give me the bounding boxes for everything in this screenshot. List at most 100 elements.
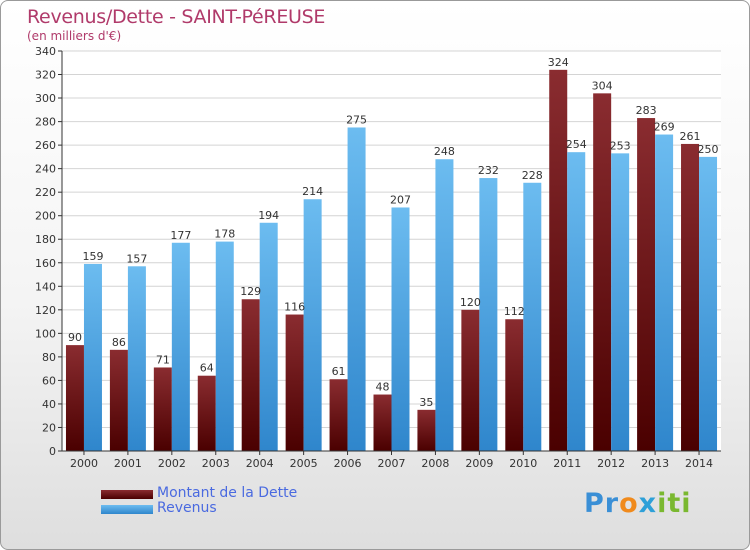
x-tick-label: 2006	[334, 457, 362, 470]
debt-value-label: 64	[200, 362, 214, 375]
y-tick-label: 80	[42, 351, 56, 364]
debt-bar	[241, 299, 260, 451]
debt-value-label: 86	[112, 336, 126, 349]
revenue-bar	[435, 159, 454, 451]
legend-label-debt: Montant de la Dette	[157, 485, 298, 501]
x-tick-label: 2002	[158, 457, 186, 470]
revenue-bar	[83, 263, 102, 451]
debt-value-label: 112	[504, 305, 525, 318]
chart-title: Revenus/Dette - SAINT-PéREUSE	[27, 6, 326, 28]
x-tick-label: 2001	[114, 457, 142, 470]
x-tick-label: 2004	[246, 457, 274, 470]
debt-bar	[417, 409, 436, 451]
x-tick-label: 2014	[685, 457, 713, 470]
debt-bar	[637, 118, 656, 451]
debt-bar	[109, 349, 128, 451]
revenue-value-label: 194	[258, 209, 279, 222]
revenue-bar	[303, 199, 322, 451]
revenue-bar	[479, 178, 498, 451]
y-tick-label: 280	[35, 116, 56, 129]
debt-bar	[65, 345, 84, 451]
y-tick-label: 160	[35, 257, 56, 270]
debt-bar	[593, 93, 612, 452]
revenue-bar	[391, 207, 410, 451]
x-tick-label: 2005	[290, 457, 318, 470]
y-tick-label: 100	[35, 327, 56, 340]
revenue-value-label: 232	[478, 164, 499, 177]
y-tick-label: 240	[35, 163, 56, 176]
debt-value-label: 48	[376, 381, 390, 394]
debt-value-label: 35	[419, 396, 433, 409]
proxiti-logo: Proxiti	[584, 488, 692, 519]
debt-bar	[329, 379, 348, 451]
debt-value-label: 304	[592, 79, 613, 92]
debt-value-label: 324	[548, 56, 569, 69]
revenue-value-label: 177	[170, 229, 191, 242]
y-tick-label: 340	[35, 45, 56, 58]
y-tick-label: 40	[42, 398, 56, 411]
debt-bar	[153, 367, 172, 451]
x-tick-label: 2007	[378, 457, 406, 470]
x-tick-label: 2000	[70, 457, 98, 470]
debt-value-label: 283	[636, 104, 657, 117]
debt-value-label: 116	[284, 301, 305, 314]
debt-bar	[505, 319, 524, 451]
debt-bar	[681, 143, 700, 452]
y-tick-label: 140	[35, 280, 56, 293]
revenue-value-label: 269	[654, 121, 675, 134]
debt-value-label: 261	[680, 130, 701, 143]
legend-swatch-debt	[101, 490, 153, 499]
y-tick-label: 200	[35, 210, 56, 223]
revenue-value-label: 178	[214, 228, 235, 241]
debt-value-label: 120	[460, 296, 481, 309]
revenue-bar	[699, 156, 718, 451]
y-tick-label: 260	[35, 139, 56, 152]
debt-bar	[461, 309, 480, 451]
revenue-bar	[127, 266, 146, 451]
revenue-bar	[347, 127, 366, 452]
revenue-value-label: 254	[566, 138, 587, 151]
debt-value-label: 71	[156, 353, 170, 366]
x-tick-label: 2003	[202, 457, 230, 470]
revenue-bar	[567, 152, 586, 452]
revenue-bar	[611, 153, 630, 451]
revenue-value-label: 250	[698, 143, 719, 156]
y-tick-label: 180	[35, 233, 56, 246]
debt-bar	[197, 375, 216, 451]
x-tick-label: 2009	[465, 457, 493, 470]
legend-label-revenue: Revenus	[157, 500, 217, 516]
revenue-value-label: 157	[126, 252, 147, 265]
debt-bar	[285, 314, 304, 451]
revenue-value-label: 275	[346, 113, 367, 126]
revenue-value-label: 207	[390, 193, 411, 206]
y-tick-label: 60	[42, 374, 56, 387]
revenue-bar	[171, 242, 190, 451]
revenue-value-label: 214	[302, 185, 323, 198]
y-tick-label: 120	[35, 304, 56, 317]
revenue-value-label: 159	[82, 250, 103, 263]
revenue-bar	[215, 241, 234, 451]
y-tick-label: 300	[35, 92, 56, 105]
x-tick-label: 2012	[597, 457, 625, 470]
revenue-bar	[523, 182, 542, 451]
revenue-value-label: 253	[610, 139, 631, 152]
debt-value-label: 90	[68, 331, 82, 344]
x-tick-label: 2010	[509, 457, 537, 470]
x-tick-label: 2011	[553, 457, 581, 470]
y-tick-label: 320	[35, 69, 56, 82]
chart-subtitle: (en milliers d'€)	[27, 29, 122, 43]
debt-value-label: 61	[332, 365, 346, 378]
revenue-bar	[655, 134, 674, 451]
x-tick-label: 2008	[421, 457, 449, 470]
y-tick-label: 0	[49, 445, 56, 458]
y-tick-label: 20	[42, 421, 56, 434]
legend-swatch-revenue	[101, 505, 153, 514]
revenue-value-label: 228	[522, 169, 543, 182]
y-tick-label: 220	[35, 186, 56, 199]
debt-bar	[373, 394, 392, 451]
revenue-bar	[259, 222, 278, 451]
debt-value-label: 129	[240, 285, 261, 298]
revenue-value-label: 248	[434, 145, 455, 158]
